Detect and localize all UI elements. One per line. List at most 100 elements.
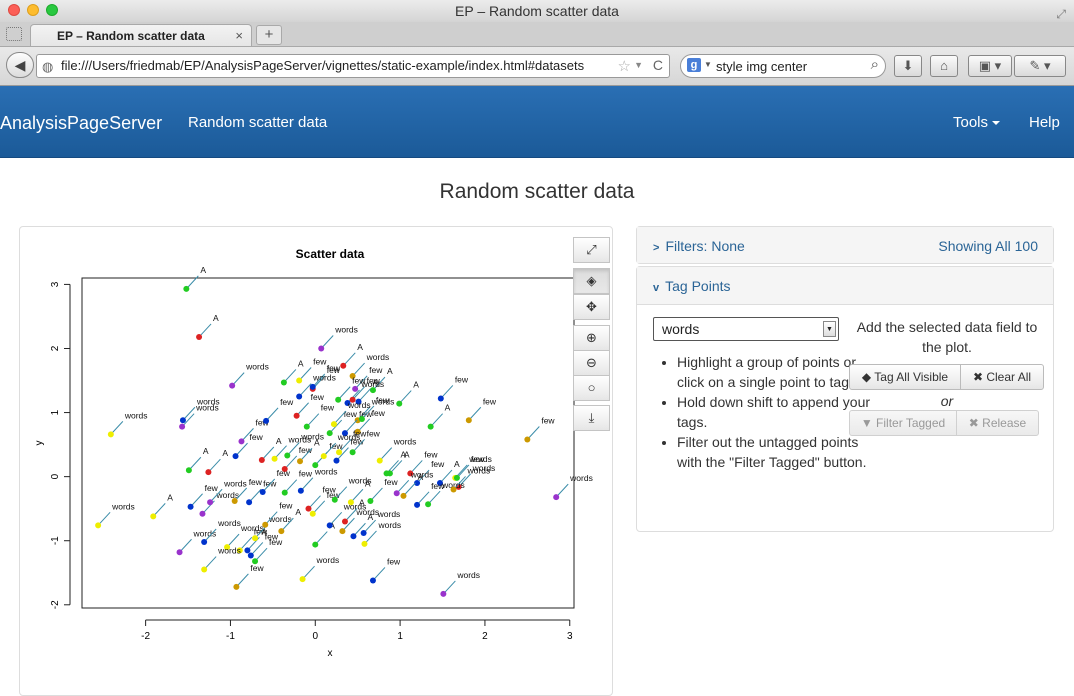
close-window-button[interactable]	[8, 4, 20, 16]
point-label: words	[334, 324, 358, 334]
tab-active[interactable]: EP – Random scatter data ×	[30, 24, 252, 46]
data-point	[278, 528, 285, 535]
filters-panel: > Filters: None Showing All 100	[636, 226, 1054, 264]
download-button[interactable]: ⤓	[573, 405, 610, 431]
data-point	[349, 396, 356, 403]
data-point	[330, 421, 337, 428]
data-point	[309, 510, 316, 517]
point-label: A	[167, 492, 173, 502]
point-label: few	[384, 477, 398, 487]
zoom-window-button[interactable]	[46, 4, 58, 16]
search-input[interactable]: style img center	[716, 59, 808, 74]
point-label: A	[276, 436, 282, 446]
data-point	[396, 400, 403, 407]
url-history-dropdown-icon[interactable]: ▼	[634, 60, 643, 70]
tab-groups-icon[interactable]	[6, 27, 22, 41]
point-label: words	[217, 518, 241, 528]
point-label: few	[279, 501, 293, 511]
point-label: A	[222, 448, 228, 458]
bookmarks-menu-button[interactable]: ▣ ▾	[968, 55, 1012, 77]
point-label: words	[111, 501, 135, 511]
release-button[interactable]: ✖ Release	[956, 410, 1039, 436]
reset-view-button[interactable]: ○	[573, 375, 610, 401]
filter-tagged-button[interactable]: ▼ Filter Tagged	[849, 410, 957, 436]
brand-link[interactable]: AnalysisPageServer	[0, 113, 163, 133]
filters-toggle[interactable]: > Filters: None	[653, 238, 745, 254]
point-label: few	[250, 432, 264, 442]
data-point	[414, 501, 421, 508]
x-tick-label: 1	[397, 631, 403, 642]
pan-tool-button[interactable]: ✥	[573, 294, 610, 320]
tag-points-toggle[interactable]: v Tag Points	[653, 278, 731, 294]
search-engine-dropdown-icon[interactable]: ▼	[704, 60, 712, 69]
url-text[interactable]: file:///Users/friedmab/EP/AnalysisPageSe…	[61, 58, 585, 73]
tools-menu[interactable]: Tools	[953, 114, 1001, 131]
point-label: A	[404, 449, 410, 459]
search-engine-icon[interactable]: g	[687, 58, 701, 72]
data-point	[344, 399, 351, 406]
url-bar[interactable]: ◍ file:///Users/friedmab/EP/AnalysisPage…	[36, 54, 670, 78]
data-point	[347, 499, 354, 506]
data-point	[367, 497, 374, 504]
expand-plot-button[interactable]: ⤢	[573, 237, 610, 263]
page-title: Random scatter data	[439, 180, 635, 203]
close-tab-icon[interactable]: ×	[235, 28, 243, 43]
data-point	[335, 396, 342, 403]
data-point	[281, 489, 288, 496]
data-point	[331, 496, 338, 503]
data-point	[553, 494, 560, 501]
data-point	[271, 455, 278, 462]
point-label: A	[454, 459, 460, 469]
search-bar[interactable]: g ▼ style img center ⌕	[680, 54, 886, 78]
addons-menu-button[interactable]: ✎ ▾	[1014, 55, 1066, 77]
reload-icon[interactable]: C	[652, 57, 663, 73]
tag-tool-button[interactable]: ◈	[573, 268, 610, 294]
fullscreen-icon[interactable]: ⤢	[1056, 7, 1066, 21]
point-label: few	[483, 396, 497, 406]
data-point	[358, 415, 365, 422]
data-point	[224, 544, 231, 551]
point-label: few	[471, 454, 485, 464]
data-point	[185, 467, 192, 474]
data-point	[179, 417, 186, 424]
new-tab-button[interactable]: +	[256, 25, 282, 45]
filters-header[interactable]: > Filters: None Showing All 100	[637, 227, 1053, 263]
field-select[interactable]: words ▼	[653, 317, 839, 341]
downloads-button[interactable]: ⬇	[894, 55, 922, 77]
data-point	[427, 423, 434, 430]
point-label: words	[215, 490, 239, 500]
point-label: words	[468, 454, 492, 464]
search-icon[interactable]: ⌕	[870, 56, 879, 73]
data-point	[183, 285, 190, 292]
minimize-window-button[interactable]	[27, 4, 39, 16]
x-icon: ✖	[968, 416, 983, 430]
point-label: few	[269, 537, 283, 547]
help-link[interactable]: Help	[1029, 114, 1060, 131]
point-label: few	[344, 409, 358, 419]
point-label: A	[365, 478, 371, 488]
point-label: A	[401, 449, 407, 459]
data-point	[400, 492, 407, 499]
point-label: words	[393, 437, 417, 447]
data-point	[252, 535, 259, 542]
back-button[interactable]: ◀	[6, 52, 34, 78]
point-label: words	[217, 546, 241, 556]
tag-points-header[interactable]: v Tag Points	[637, 267, 1053, 305]
zoom-out-button[interactable]: ⊖	[573, 350, 610, 376]
nav-page-link[interactable]: Random scatter data	[188, 114, 328, 131]
data-point	[262, 521, 269, 528]
y-tick-label: 3	[50, 281, 61, 287]
zoom-in-button[interactable]: ⊕	[573, 325, 610, 351]
bookmark-star-icon[interactable]: ☆	[617, 58, 631, 75]
tag-all-visible-button[interactable]: ◆ Tag All Visible	[849, 364, 961, 390]
home-button[interactable]: ⌂	[930, 55, 958, 77]
data-point	[465, 417, 472, 424]
tools-label: Tools	[953, 114, 989, 131]
data-point	[350, 533, 357, 540]
point-label: words	[196, 396, 220, 406]
clear-all-button[interactable]: ✖ Clear All	[960, 364, 1044, 390]
data-point	[341, 430, 348, 437]
point-label: few	[327, 363, 341, 373]
